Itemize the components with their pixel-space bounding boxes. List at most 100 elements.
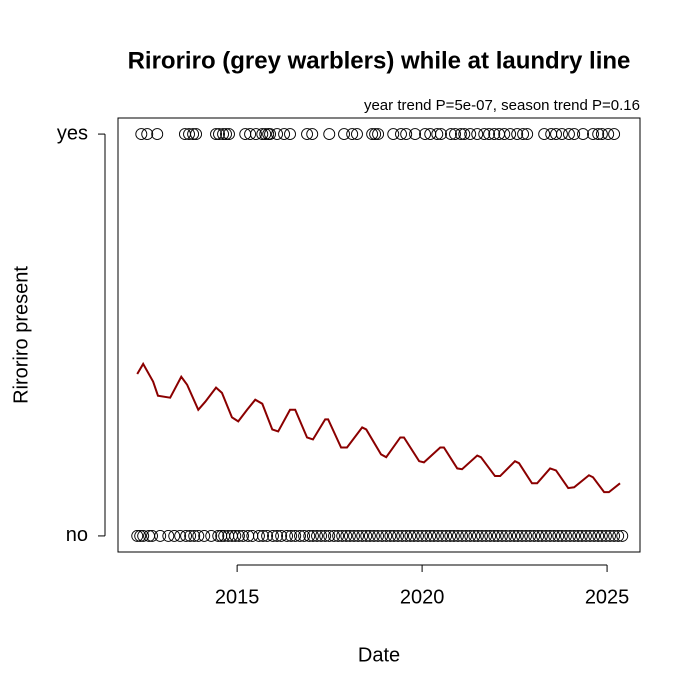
point (488, 128, 501, 141)
point (608, 529, 621, 542)
point (376, 529, 389, 542)
point (250, 128, 262, 141)
point (504, 529, 517, 542)
point (323, 128, 336, 141)
point (131, 529, 144, 542)
y-axis-label: Riroriro present (10, 266, 32, 404)
point (424, 529, 437, 542)
point (517, 128, 530, 141)
point (511, 529, 524, 542)
point (592, 128, 605, 141)
point (146, 529, 158, 542)
point (215, 529, 228, 542)
point (151, 128, 164, 141)
point (498, 128, 511, 141)
plot-frame (117, 117, 641, 553)
point (356, 529, 369, 542)
point (435, 128, 447, 141)
point (301, 128, 313, 141)
point (488, 529, 501, 542)
point (285, 529, 298, 542)
point (198, 529, 211, 542)
point (220, 128, 232, 141)
point (404, 529, 417, 542)
point (395, 128, 407, 141)
point (471, 128, 484, 141)
point (338, 128, 350, 141)
point (504, 128, 517, 141)
trend-line (136, 361, 621, 494)
point (412, 529, 424, 542)
point (396, 529, 409, 542)
point (564, 529, 577, 542)
point (239, 128, 252, 141)
point (267, 529, 279, 542)
point (351, 128, 363, 141)
point (478, 128, 491, 141)
point (328, 529, 341, 542)
point (344, 529, 356, 542)
point (294, 529, 306, 542)
point (577, 128, 589, 141)
point (440, 529, 453, 542)
point (408, 529, 420, 542)
point (168, 529, 181, 542)
point (584, 529, 597, 542)
point (303, 529, 316, 542)
point (409, 128, 422, 141)
point (259, 128, 272, 141)
point (550, 128, 562, 141)
point (369, 128, 382, 141)
point (237, 529, 249, 542)
point (289, 529, 302, 542)
x-axis-label: Date (358, 644, 400, 666)
point (363, 529, 376, 542)
point (213, 128, 225, 141)
point (544, 529, 557, 542)
point (319, 529, 332, 542)
point (460, 529, 473, 542)
point (520, 529, 533, 542)
point (555, 128, 568, 141)
point (602, 128, 615, 141)
point (135, 128, 148, 141)
point (400, 128, 413, 141)
point (366, 128, 379, 141)
point (387, 128, 400, 141)
point (372, 529, 385, 542)
point (271, 529, 284, 542)
x-tick-label: 2025 (585, 586, 630, 608)
point (431, 128, 444, 141)
point (229, 529, 242, 542)
point (454, 128, 467, 141)
point (384, 529, 397, 542)
point (432, 529, 444, 542)
point (575, 529, 588, 542)
point (311, 529, 323, 542)
point (595, 529, 608, 542)
point (580, 529, 592, 542)
y-tick-label: no (66, 524, 88, 546)
point (190, 128, 203, 141)
point (464, 529, 477, 542)
point (261, 529, 274, 542)
point (516, 529, 528, 542)
point (188, 529, 201, 542)
point (134, 529, 147, 542)
point (427, 529, 440, 542)
point (600, 529, 612, 542)
point (604, 529, 616, 542)
point (192, 529, 205, 542)
point (278, 128, 291, 141)
point (496, 529, 508, 542)
point (162, 529, 175, 542)
point (352, 529, 365, 542)
point (419, 128, 432, 141)
point (555, 529, 568, 542)
point (306, 128, 319, 141)
point (572, 529, 585, 542)
x-tick-label: 2020 (400, 586, 445, 608)
point (340, 529, 353, 542)
point (315, 529, 328, 542)
point (183, 128, 195, 141)
